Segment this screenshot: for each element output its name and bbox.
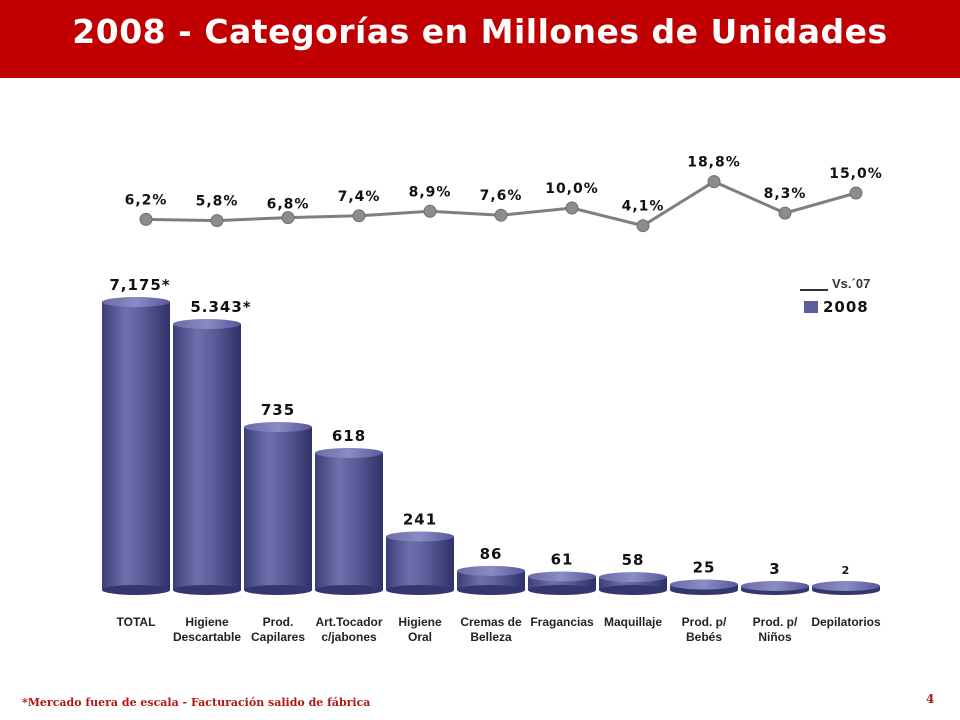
bar-base	[599, 585, 667, 595]
category-label: Oral	[408, 630, 432, 644]
category-label: TOTAL	[117, 615, 156, 629]
growth-label: 6,2%	[125, 192, 168, 208]
category-label: Belleza	[470, 630, 512, 644]
growth-point	[565, 201, 579, 215]
bar-value-label: 618	[332, 427, 366, 445]
growth-label: 7,6%	[480, 188, 523, 204]
bar	[244, 427, 312, 590]
bar	[386, 536, 454, 590]
bar-cap	[528, 571, 596, 582]
bar-cap	[315, 447, 383, 458]
legend-label-growth: Vs.´07	[832, 276, 871, 291]
bar-base	[457, 585, 525, 595]
growth-label: 8,3%	[764, 186, 807, 202]
bar	[315, 452, 383, 590]
growth-label: 4,1%	[622, 199, 665, 215]
bar	[457, 570, 525, 590]
legend-line-swatch	[800, 289, 828, 291]
bar-base	[102, 585, 170, 595]
category-label: Prod. p/	[753, 615, 798, 629]
category-label: Fragancias	[530, 615, 594, 629]
category-label: Higiene	[185, 615, 229, 629]
bar-cap	[457, 565, 525, 576]
bar-value-label: 61	[551, 550, 574, 568]
growth-label: 5,8%	[196, 194, 239, 210]
category-label: Prod. p/	[682, 615, 727, 629]
bar-cap	[244, 422, 312, 432]
bar	[173, 324, 241, 590]
category-label: Capilares	[251, 630, 305, 644]
growth-point	[210, 214, 224, 228]
bar	[102, 302, 170, 590]
growth-point	[423, 204, 437, 218]
bar-value-label: 3	[769, 560, 780, 578]
category-label: Descartable	[173, 630, 241, 644]
category-label: Depilatorios	[811, 615, 881, 629]
growth-label: 7,4%	[338, 189, 381, 205]
bar-value-label: 735	[261, 401, 295, 419]
growth-label: 10,0%	[545, 181, 599, 197]
bar-cap	[386, 531, 454, 542]
bar-base	[173, 585, 241, 595]
bar-value-label: 7,175*	[109, 276, 170, 294]
page-title: 2008 - Categorías en Millones de Unidade…	[72, 12, 888, 51]
growth-label: 18,8%	[687, 155, 741, 171]
bar-base	[386, 585, 454, 595]
growth-point	[352, 209, 366, 223]
category-label: Cremas de	[460, 615, 522, 629]
title-banner: 2008 - Categorías en Millones de Unidade…	[0, 0, 960, 78]
page-number: 4	[926, 692, 935, 706]
bar-value-label: 5.343*	[190, 298, 251, 316]
bar-cap	[670, 579, 738, 590]
category-label: Niños	[758, 630, 792, 644]
growth-point	[778, 206, 792, 220]
bar-cap	[102, 297, 170, 307]
bar-base	[244, 585, 312, 595]
bar-cap	[741, 581, 809, 591]
category-label: Higiene	[398, 615, 442, 629]
legend-label-year: 2008	[823, 298, 869, 316]
bar-value-label: 25	[693, 558, 716, 576]
category-label: c/jabones	[321, 630, 377, 644]
category-label: Prod.	[263, 615, 294, 629]
bar-cap	[173, 319, 241, 329]
growth-point	[707, 175, 721, 189]
bar-value-label: 58	[622, 551, 645, 569]
bar-value-label: 2	[842, 564, 851, 577]
growth-point	[494, 208, 508, 222]
bar-base	[315, 585, 383, 595]
growth-point	[849, 186, 863, 200]
legend-bar-swatch	[804, 301, 818, 313]
bar-value-label: 86	[480, 545, 503, 563]
bar-base	[528, 585, 596, 595]
growth-point	[139, 212, 153, 226]
growth-label: 15,0%	[829, 166, 883, 182]
footnote: *Mercado fuera de escala - Facturación s…	[22, 696, 371, 709]
bar-value-label: 241	[403, 511, 437, 529]
bar-cap	[599, 572, 667, 583]
bar-cap	[812, 581, 880, 591]
category-label: Art.Tocador	[315, 615, 382, 629]
growth-label: 8,9%	[409, 184, 452, 200]
growth-point	[636, 219, 650, 233]
growth-point	[281, 211, 295, 225]
category-label: Bebés	[686, 630, 722, 644]
growth-label: 6,8%	[267, 197, 310, 213]
category-label: Maquillaje	[604, 615, 662, 629]
